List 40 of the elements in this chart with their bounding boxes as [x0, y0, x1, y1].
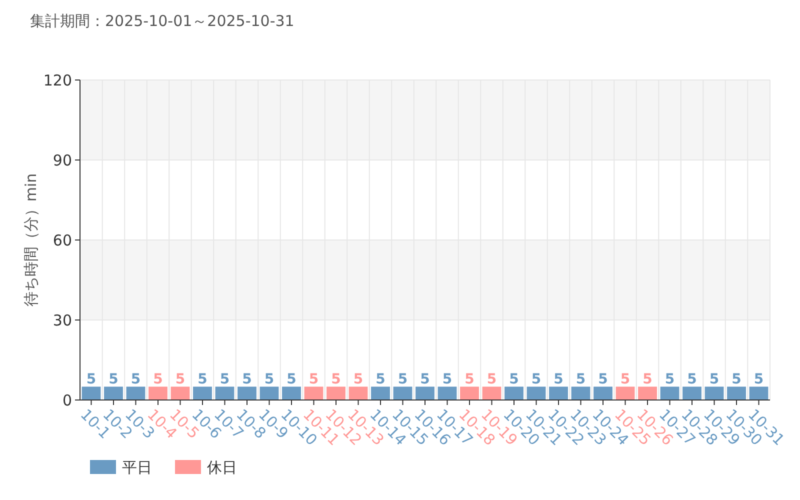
- data-label: 5: [308, 372, 319, 388]
- data-label: 5: [242, 372, 252, 388]
- data-label: 5: [220, 372, 230, 388]
- data-label: 5: [509, 372, 519, 388]
- y-tick-label: 90: [52, 151, 72, 170]
- data-label: 5: [554, 372, 564, 388]
- data-label: 5: [86, 372, 96, 388]
- data-label: 5: [576, 372, 586, 388]
- data-label: 5: [376, 372, 386, 388]
- data-label: 5: [464, 372, 474, 388]
- chart-title: 集計期間：2025-10-01～2025-10-31: [30, 12, 294, 30]
- data-label: 5: [732, 372, 742, 388]
- data-label: 5: [398, 372, 408, 388]
- data-label: 5: [531, 372, 542, 388]
- data-label: 5: [353, 372, 364, 388]
- data-label: 5: [664, 372, 675, 388]
- data-label: 5: [153, 372, 163, 388]
- data-label: 5: [442, 372, 452, 388]
- data-label: 5: [198, 372, 208, 388]
- y-tick-label: 60: [52, 231, 72, 250]
- legend-label: 休日: [207, 458, 237, 476]
- data-label: 5: [709, 372, 720, 388]
- data-label: 5: [598, 372, 608, 388]
- data-label: 5: [486, 372, 497, 388]
- data-label: 5: [687, 372, 697, 388]
- data-label: 5: [264, 372, 274, 388]
- data-label: 5: [175, 372, 186, 388]
- data-label: 5: [331, 372, 341, 388]
- y-tick-label: 30: [52, 311, 72, 330]
- data-label: 5: [620, 372, 630, 388]
- y-tick-label: 0: [62, 391, 72, 410]
- data-label: 5: [420, 372, 430, 388]
- data-label: 5: [108, 372, 118, 388]
- y-tick-label: 120: [43, 71, 72, 90]
- y-axis-title: 待ち時間（分）min: [22, 173, 40, 307]
- data-label: 5: [130, 372, 141, 388]
- data-label: 5: [286, 372, 296, 388]
- data-label: 5: [642, 372, 652, 388]
- data-label: 5: [754, 372, 764, 388]
- legend-label: 平日: [122, 458, 152, 476]
